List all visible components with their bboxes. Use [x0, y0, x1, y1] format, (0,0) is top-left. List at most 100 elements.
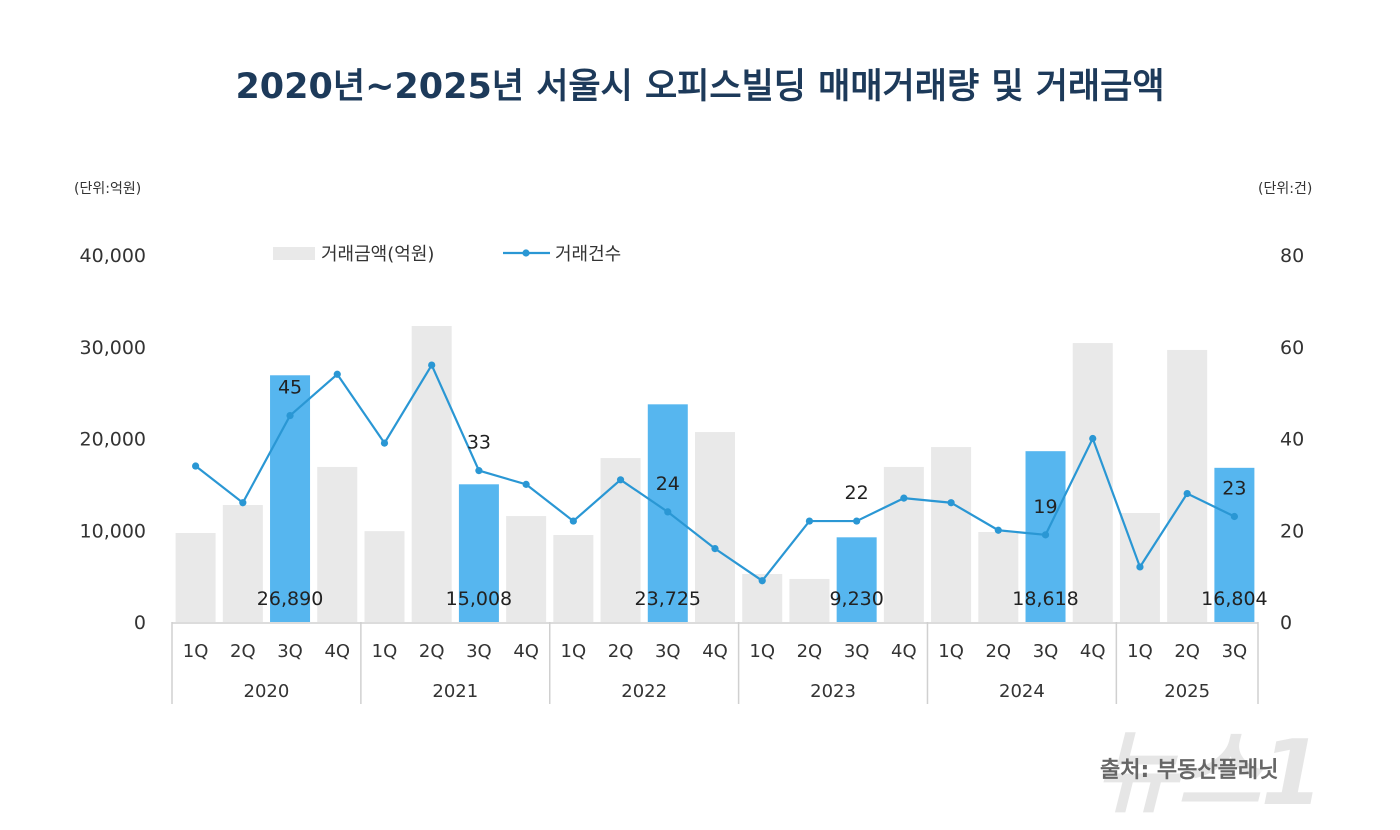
bar-2024-4Q — [1072, 343, 1113, 622]
category-label: 1Q — [372, 641, 398, 662]
legend-line-label: 거래건수 — [555, 244, 621, 265]
count-point-2021-2Q — [428, 361, 436, 369]
bar-2020-2Q — [222, 505, 263, 622]
count-point-2021-1Q — [380, 439, 389, 447]
amount-data-label: 18,618 — [1012, 588, 1078, 610]
count-point-2020-3Q — [286, 411, 294, 420]
bar-2025-2Q — [1167, 349, 1208, 622]
count-point-2023-4Q — [900, 494, 908, 502]
count-point-2025-3Q — [1230, 512, 1238, 521]
bar-2022-4Q — [695, 432, 735, 622]
left-axis-tick: 20,000 — [80, 429, 146, 451]
category-label: 2Q — [230, 641, 256, 662]
year-label: 2025 — [1164, 681, 1210, 702]
count-data-label: 19 — [1033, 496, 1057, 518]
bar-2021-2Q — [411, 326, 452, 622]
category-label: 4Q — [891, 641, 917, 662]
count-data-label: 45 — [278, 377, 302, 399]
count-point-2025-2Q — [1183, 489, 1191, 498]
category-label: 4Q — [702, 641, 728, 662]
category-label: 3Q — [655, 641, 681, 662]
category-label: 4Q — [1080, 641, 1106, 662]
count-point-2021-4Q — [522, 480, 530, 488]
source-note: 출처: 부동산플래닛 — [1100, 758, 1279, 783]
count-point-2022-1Q — [569, 517, 577, 525]
count-data-label: 23 — [1222, 477, 1246, 499]
left-axis-tick: 10,000 — [80, 520, 146, 542]
year-label: 2021 — [432, 681, 478, 702]
count-point-2023-2Q — [805, 517, 814, 525]
category-label: 1Q — [561, 641, 587, 662]
category-label: 2Q — [419, 641, 445, 662]
legend-line-marker — [522, 249, 530, 257]
legend-bar-swatch — [273, 247, 315, 260]
amount-data-label: 15,008 — [446, 588, 512, 610]
year-label: 2020 — [244, 681, 290, 702]
category-label: 2Q — [985, 641, 1011, 662]
right-axis-tick: 0 — [1280, 612, 1292, 634]
bar-2020-1Q — [175, 533, 216, 622]
count-point-2020-1Q — [192, 462, 200, 470]
legend-bar-label: 거래금액(억원) — [321, 244, 434, 265]
count-point-2022-2Q — [616, 476, 625, 484]
count-point-2024-2Q — [994, 526, 1002, 534]
chart-title: 2020년~2025년 서울시 오피스빌딩 매매거래량 및 거래금액 — [235, 67, 1165, 107]
count-point-2023-3Q — [853, 517, 861, 525]
category-label: 2Q — [608, 641, 634, 662]
watermark-logo: 뉴스1 — [1095, 721, 1324, 826]
bar-2021-4Q — [506, 516, 547, 622]
bar-2021-3Q — [458, 484, 499, 622]
bar-2024-1Q — [931, 447, 972, 622]
amount-data-label: 26,890 — [257, 588, 323, 610]
category-label: 3Q — [466, 641, 492, 662]
bar-2022-1Q — [553, 535, 594, 622]
bar-2022-2Q — [600, 458, 641, 622]
left-axis-tick: 40,000 — [80, 245, 146, 267]
year-label: 2023 — [810, 681, 856, 702]
amount-data-label: 23,725 — [635, 588, 701, 610]
bar-2020-4Q — [317, 466, 358, 622]
count-data-label: 24 — [656, 473, 680, 495]
category-label: 2Q — [1174, 641, 1200, 662]
amount-data-label: 16,804 — [1201, 588, 1267, 610]
count-point-2025-1Q — [1136, 563, 1144, 571]
category-label: 4Q — [513, 641, 539, 662]
category-label: 3Q — [277, 641, 303, 662]
bar-2023-4Q — [883, 466, 924, 622]
count-point-2022-3Q — [664, 508, 672, 516]
count-data-label: 33 — [467, 432, 491, 454]
category-label: 2Q — [797, 641, 823, 662]
right-axis-tick: 80 — [1280, 245, 1304, 267]
right-axis-tick: 20 — [1280, 520, 1304, 542]
bar-2025-3Q — [1214, 467, 1255, 622]
category-label: 1Q — [183, 641, 209, 662]
bar-2021-1Q — [364, 531, 405, 622]
bar-2024-2Q — [978, 531, 1019, 622]
count-point-2024-1Q — [947, 499, 955, 507]
count-point-2021-3Q — [475, 467, 483, 475]
count-point-2020-2Q — [239, 499, 247, 507]
right-axis-tick: 40 — [1280, 429, 1304, 451]
category-label: 3Q — [1033, 641, 1059, 662]
category-label: 1Q — [749, 641, 775, 662]
count-point-2024-4Q — [1089, 434, 1097, 443]
count-data-label: 22 — [845, 482, 869, 504]
category-label: 3Q — [1222, 641, 1248, 662]
right-axis-tick: 60 — [1280, 337, 1304, 359]
bar-2023-2Q — [789, 578, 830, 622]
category-label: 1Q — [1127, 641, 1153, 662]
year-label: 2022 — [621, 681, 667, 702]
amount-data-label: 9,230 — [829, 588, 883, 610]
bar-2023-3Q — [836, 537, 877, 622]
count-point-2022-4Q — [711, 545, 719, 553]
category-label: 1Q — [938, 641, 964, 662]
year-label: 2024 — [999, 681, 1045, 702]
category-label: 3Q — [844, 641, 870, 662]
count-point-2023-1Q — [758, 577, 766, 585]
left-axis-tick: 30,000 — [80, 337, 146, 359]
count-point-2020-4Q — [333, 370, 341, 378]
left-axis-unit: (단위:억원) — [74, 181, 142, 197]
right-axis-unit: (단위:건) — [1258, 181, 1313, 197]
category-label: 4Q — [324, 641, 350, 662]
